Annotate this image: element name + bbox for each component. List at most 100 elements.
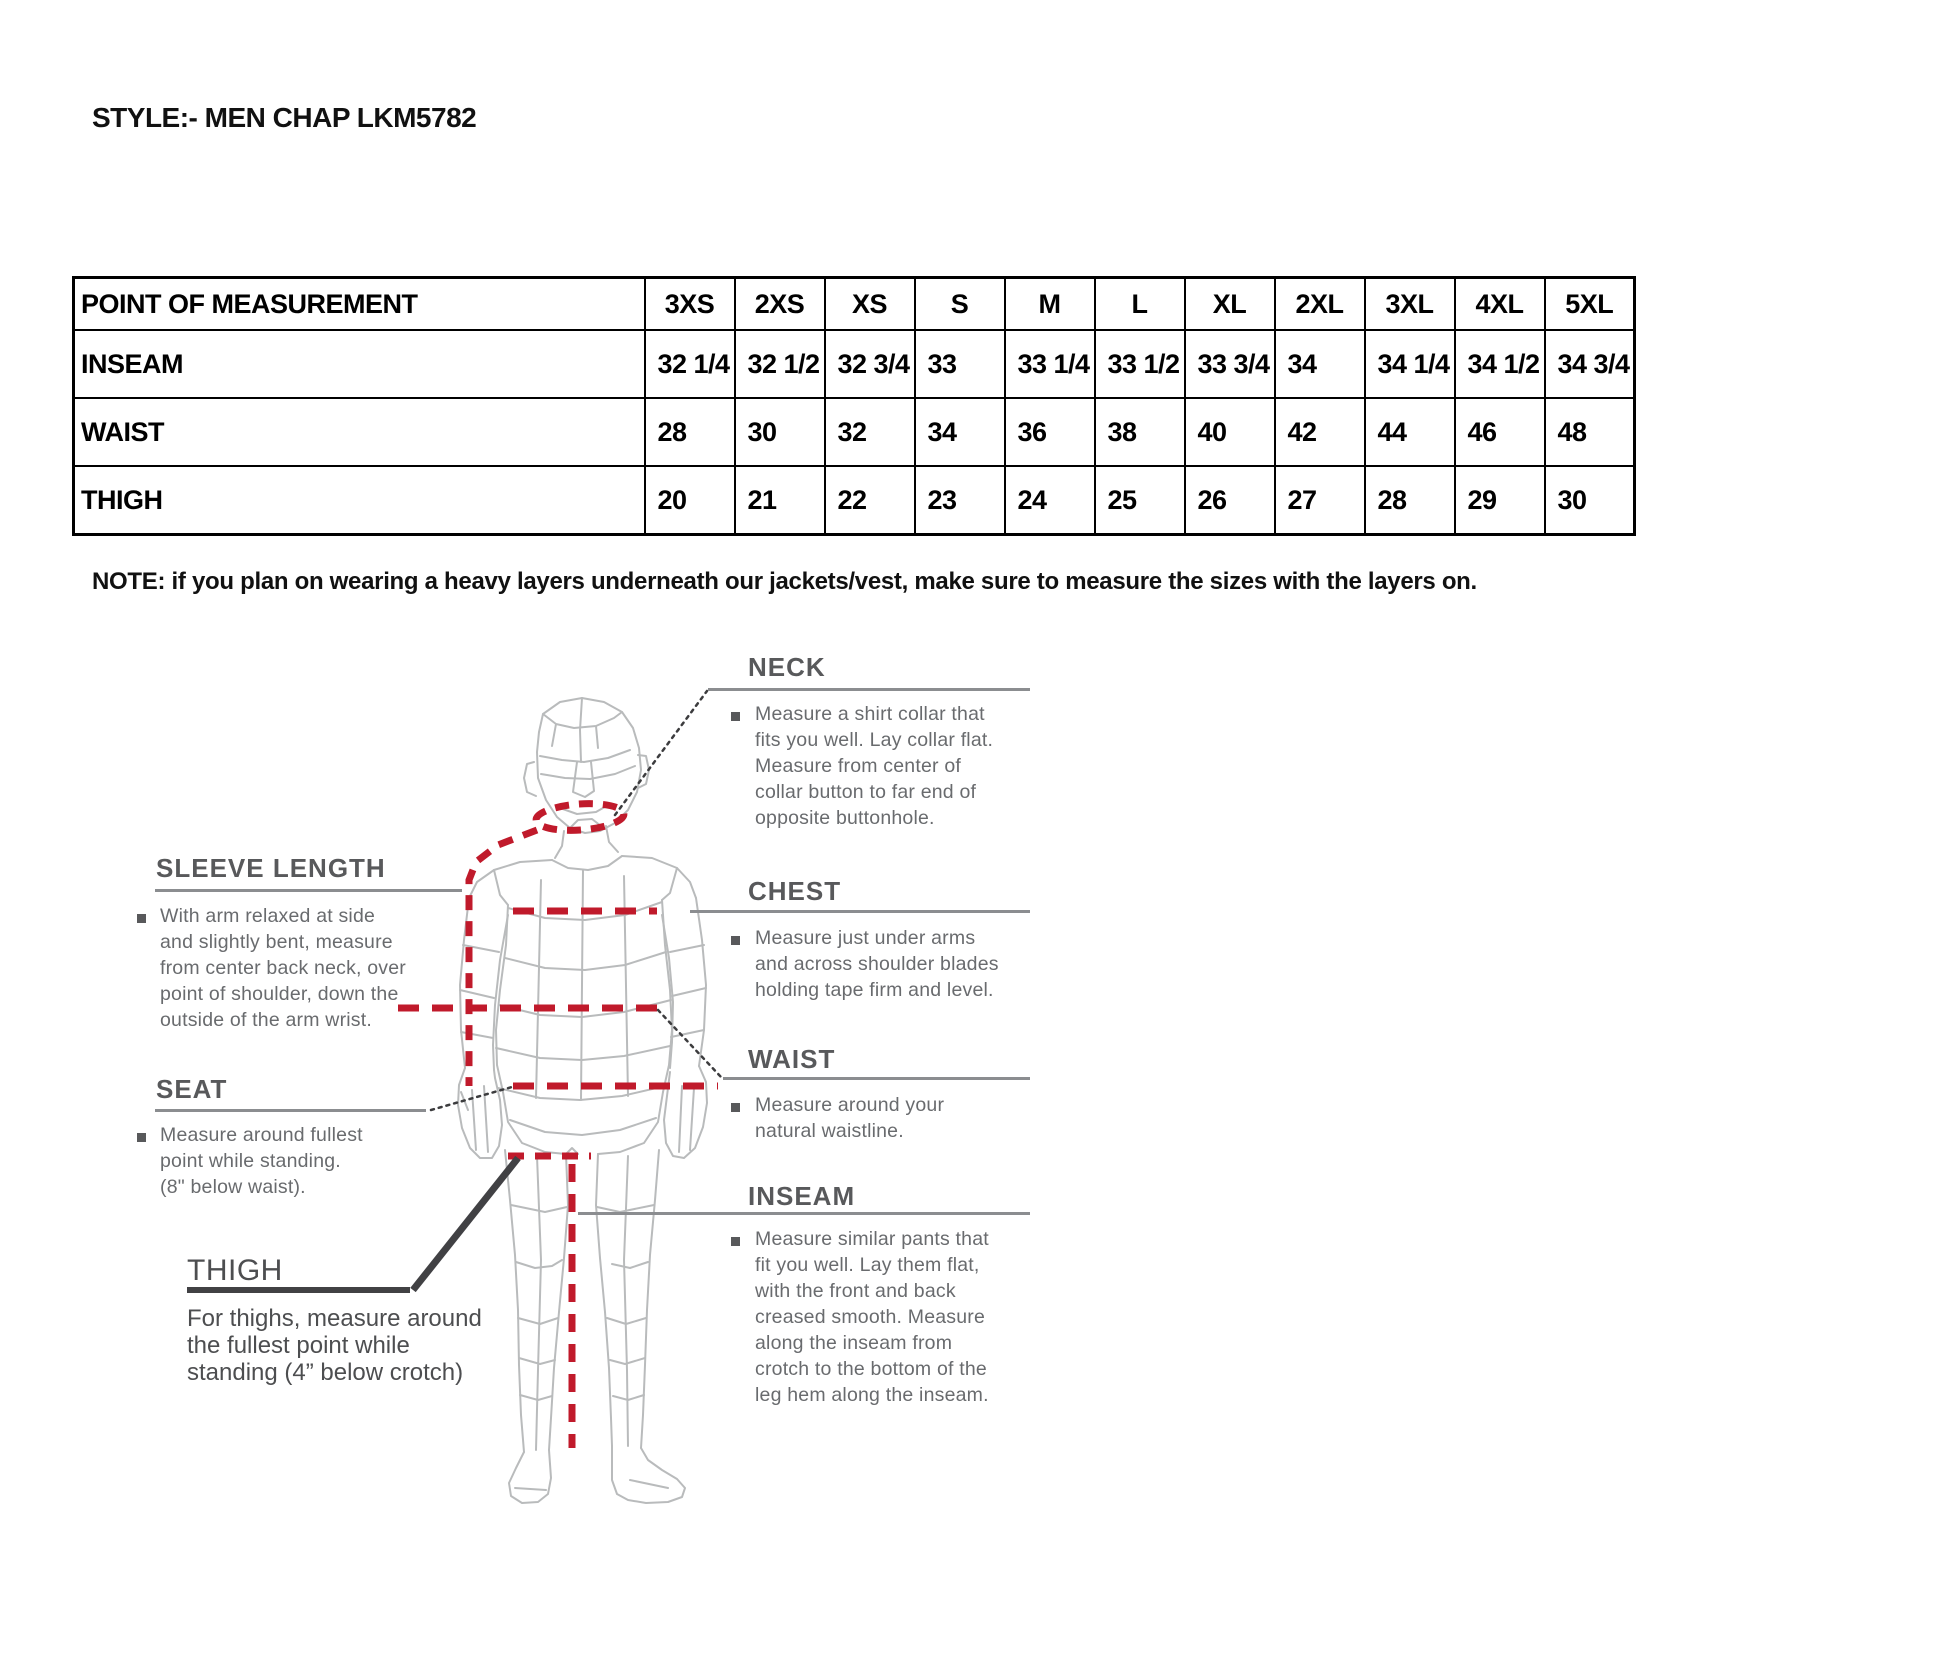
table-row-inseam: INSEAM 32 1/4 32 1/2 32 3/4 33 33 1/4 33… [72,329,1636,399]
row-label: THIGH [72,465,646,536]
neck-heading: NECK [748,652,826,682]
mannequin-wireframe [457,697,708,1504]
size-cell: 36 [1003,397,1096,467]
column-header-2xs: 2XS [733,276,826,331]
size-cell: 46 [1453,397,1546,467]
text-line: from center back neck, over [160,957,406,979]
row-label: WAIST [72,397,646,467]
bullet-square-icon [731,936,740,945]
text-line: leg hem along the inseam. [755,1384,989,1406]
text-line: with the front and back [755,1280,956,1302]
note-text: NOTE: if you plan on wearing a heavy lay… [92,568,1477,595]
size-cell: 40 [1183,397,1276,467]
sleeve-length-rule [155,889,462,892]
size-cell: 25 [1093,465,1186,536]
text-line: creased smooth. Measure [755,1306,986,1328]
column-header-3xs: 3XS [643,276,736,331]
text-line: along the inseam from [755,1332,953,1354]
text-line: standing (4” below crotch) [187,1359,464,1386]
text-line: Measure around fullest [160,1124,363,1146]
seat-heading: SEAT [156,1074,228,1104]
size-cell: 34 3/4 [1543,329,1636,399]
size-table: POINT OF MEASUREMENT 3XS 2XS XS S M L XL… [72,276,1636,536]
text-line: and slightly bent, measure [160,931,393,953]
text-line: fit you well. Lay them flat, [755,1254,980,1276]
size-cell: 26 [1183,465,1276,536]
size-cell: 28 [1363,465,1456,536]
table-row-thigh: THIGH 20 21 22 23 24 25 26 27 28 29 30 [72,465,1636,536]
sleeve-measure-line [465,826,539,1086]
sleeve-length-heading: SLEEVE LENGTH [156,853,386,883]
text-line: Measure similar pants that [755,1228,989,1250]
inseam-heading: INSEAM [748,1181,856,1211]
thigh-pointer-line [410,1155,521,1293]
size-cell: 33 3/4 [1183,329,1276,399]
body-figure [398,689,723,1504]
waist-rule [723,1077,1030,1080]
size-cell: 44 [1363,397,1456,467]
text-line: outside of the arm wrist. [160,1009,372,1031]
seat-pointer-line [429,1085,514,1112]
size-cell: 34 1/2 [1453,329,1546,399]
size-cell: 27 [1273,465,1366,536]
inseam-rule [578,1212,1030,1215]
size-cell: 33 1/4 [1003,329,1096,399]
size-cell: 42 [1273,397,1366,467]
waist-pointer-line [656,1008,723,1079]
thigh-rule [187,1287,410,1293]
text-line: With arm relaxed at side [160,905,376,927]
table-header-row: POINT OF MEASUREMENT 3XS 2XS XS S M L XL… [72,276,1636,331]
text-line: point of shoulder, down the [160,983,399,1005]
chest-description: Measure just under arms and across shoul… [755,925,999,1003]
neck-measure-line [532,800,628,834]
text-line: natural waistline. [755,1120,904,1142]
text-line: For thighs, measure around [187,1305,482,1332]
neck-rule [708,688,1030,691]
column-header-s: S [913,276,1006,331]
text-line: and across shoulder blades [755,953,999,975]
size-cell: 23 [913,465,1006,536]
text-line: fits you well. Lay collar flat. [755,729,994,751]
size-cell: 32 1/4 [643,329,736,399]
size-cell: 30 [1543,465,1636,536]
column-header-l: L [1093,276,1186,331]
column-header-2xl: 2XL [1273,276,1366,331]
text-line: point while standing. [160,1150,341,1172]
bullet-square-icon [731,712,740,721]
chest-heading: CHEST [748,876,842,906]
chest-rule [690,910,1030,913]
waist-heading: WAIST [748,1044,836,1074]
size-cell: 34 [913,397,1006,467]
size-cell: 29 [1453,465,1546,536]
text-line: holding tape firm and level. [755,979,994,1001]
column-header-xl: XL [1183,276,1276,331]
size-cell: 28 [643,397,736,467]
column-header-xs: XS [823,276,916,331]
thigh-heading: THIGH [187,1254,283,1287]
page-title: STYLE:- MEN CHAP LKM5782 [92,102,477,133]
size-cell: 32 [823,397,916,467]
text-line: collar button to far end of [755,781,977,803]
size-cell: 48 [1543,397,1636,467]
neck-pointer-line [613,689,709,817]
size-cell: 24 [1003,465,1096,536]
table-row-waist: WAIST 28 30 32 34 36 38 40 42 44 46 48 [72,397,1636,467]
size-cell: 32 3/4 [823,329,916,399]
column-header-point-of-measurement: POINT OF MEASUREMENT [72,276,646,331]
column-header-4xl: 4XL [1453,276,1546,331]
inseam-description: Measure similar pants that fit you well.… [755,1226,989,1408]
text-line: the fullest point while [187,1332,410,1359]
bullet-square-icon [137,1133,146,1142]
sleeve-length-description: With arm relaxed at side and slightly be… [160,903,406,1033]
text-line: opposite buttonhole. [755,807,935,829]
seat-rule [155,1109,426,1112]
thigh-description: For thighs, measure around the fullest p… [187,1305,482,1386]
seat-description: Measure around fullest point while stand… [160,1122,363,1200]
bullet-square-icon [137,914,146,923]
size-cell: 33 1/2 [1093,329,1186,399]
text-line: Measure a shirt collar that [755,703,985,725]
text-line: crotch to the bottom of the [755,1358,987,1380]
column-header-5xl: 5XL [1543,276,1636,331]
column-header-m: M [1003,276,1096,331]
size-cell: 30 [733,397,826,467]
